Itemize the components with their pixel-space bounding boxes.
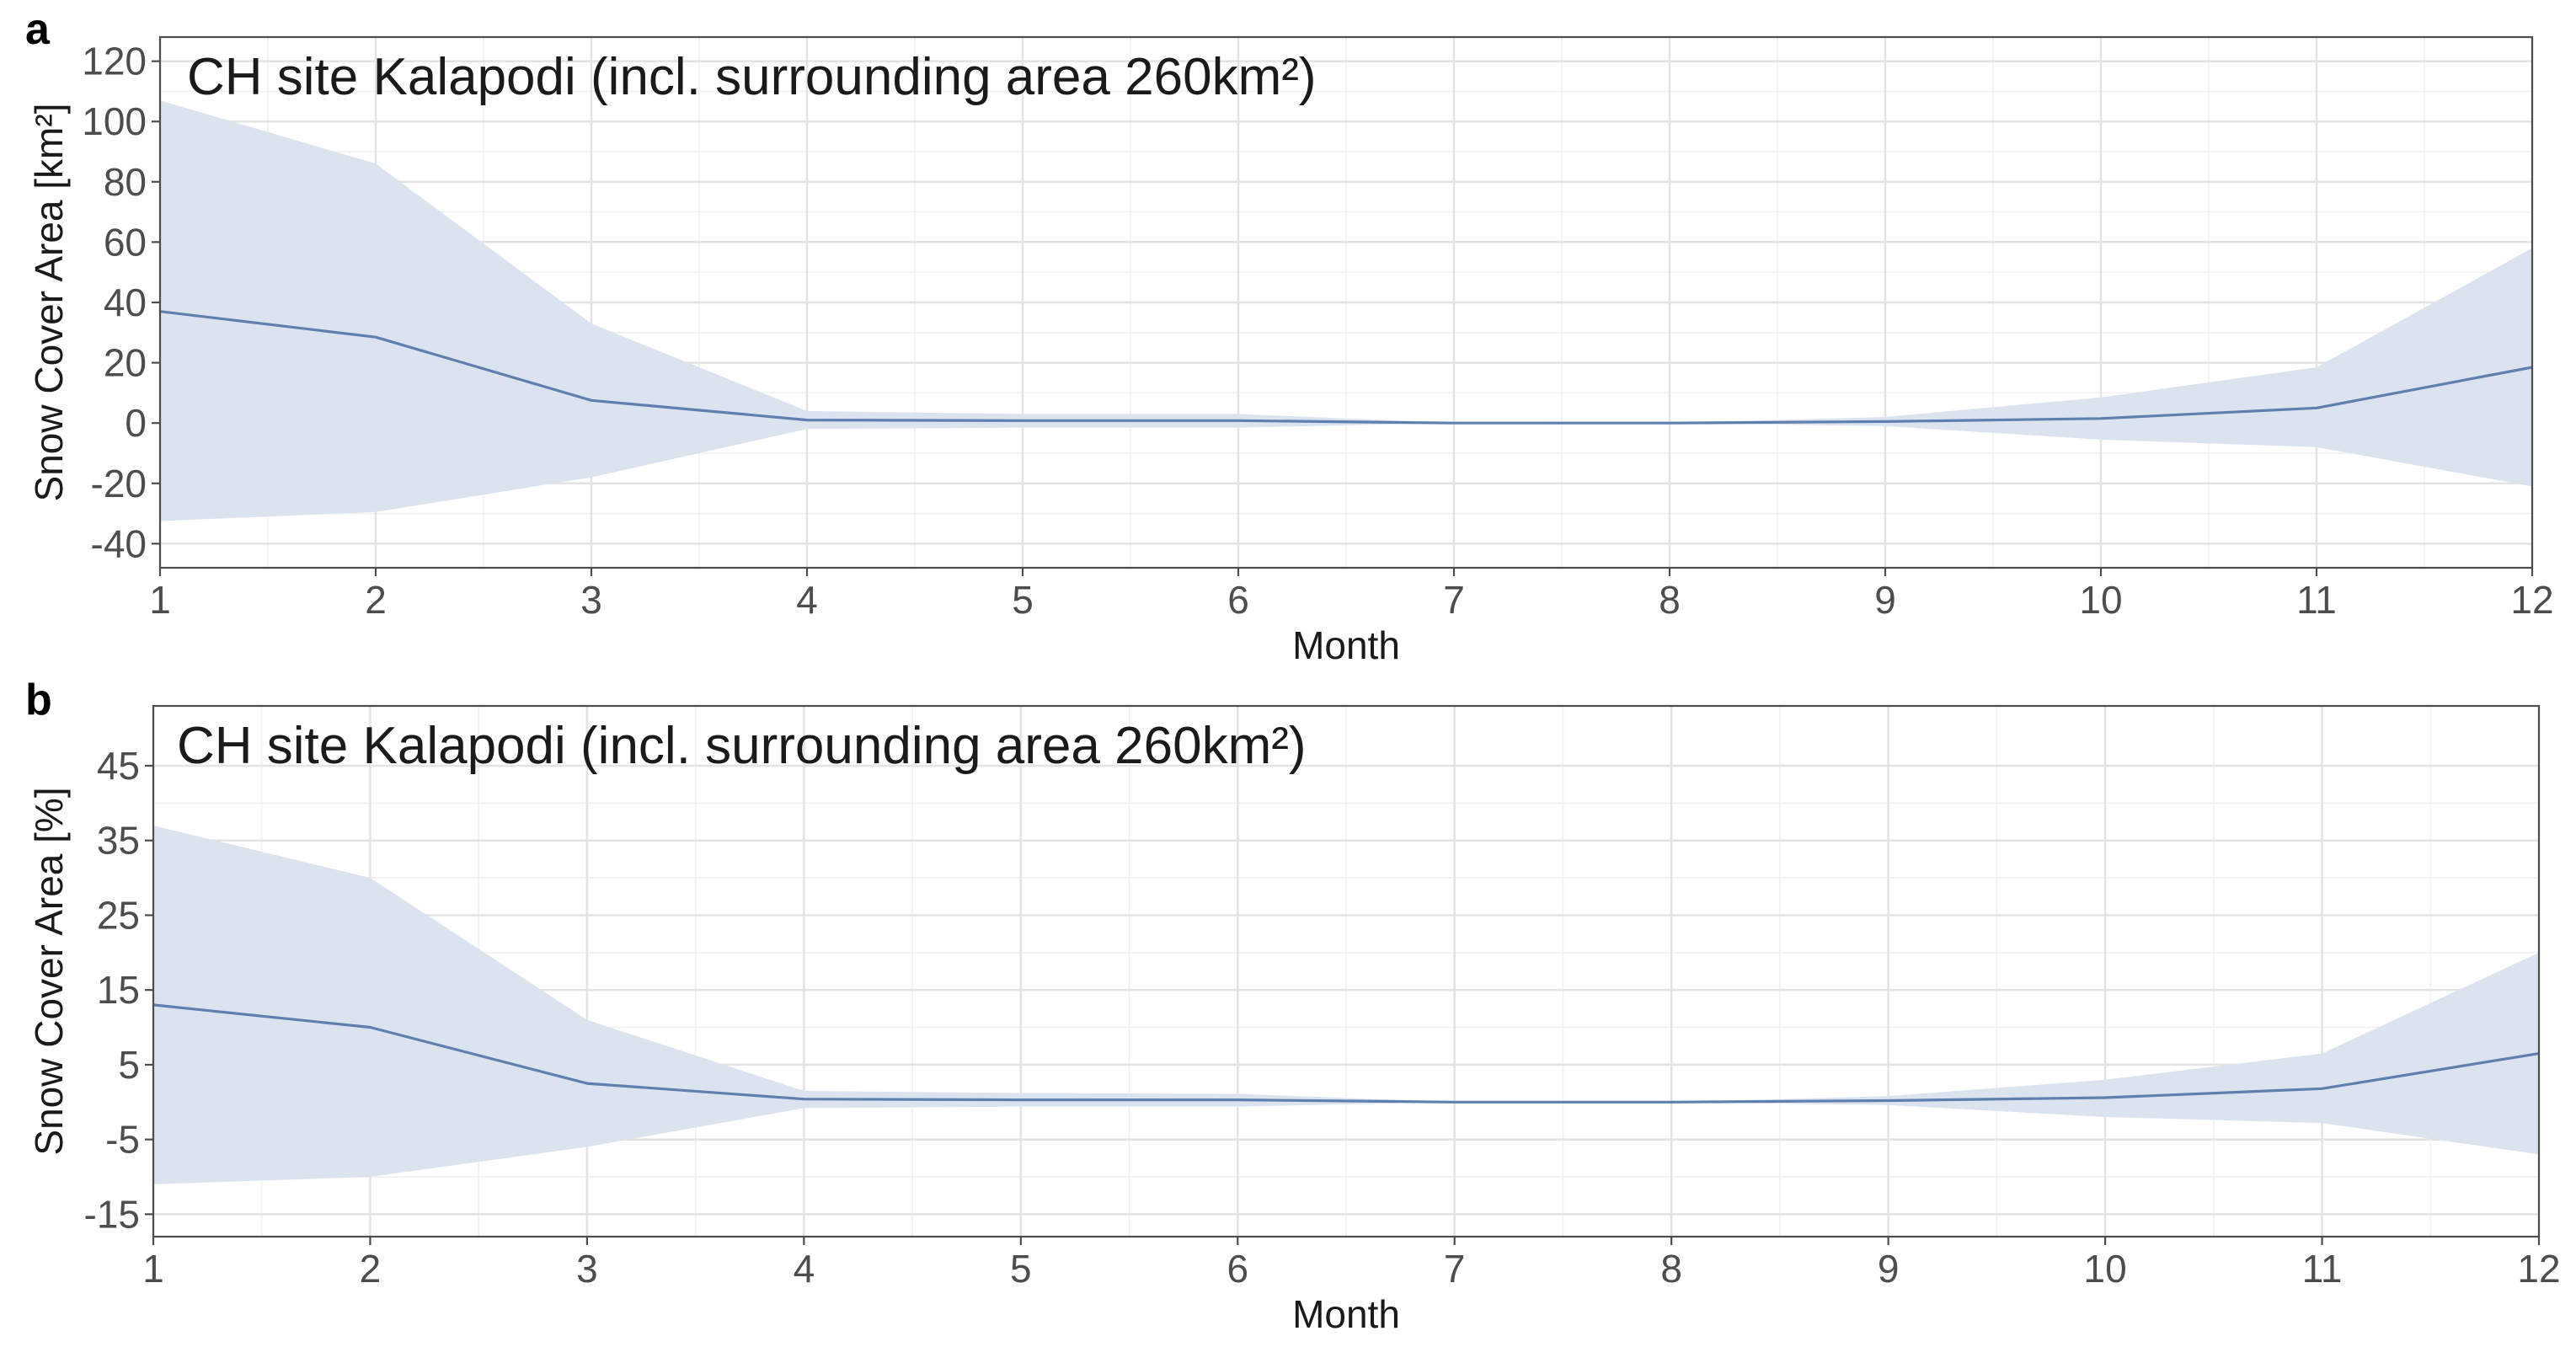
panel-letter-b: b [25,676,52,724]
y-tick-label: -40 [91,521,147,565]
x-tick-label: 11 [2302,1247,2343,1291]
y-tick-label: 5 [118,1043,140,1087]
x-tick-label: 6 [1227,578,1249,622]
x-tick-label: 3 [576,1247,598,1291]
x-tick-label: 3 [580,578,602,622]
x-tick-label: 4 [794,1247,815,1291]
x-axis-title: Month [1292,623,1400,667]
y-tick-label: -15 [84,1192,140,1236]
x-tick-label: 8 [1659,578,1681,622]
panel-letter-a: a [25,5,51,54]
x-tick-label: 2 [360,1247,382,1291]
x-tick-label: 7 [1444,1247,1466,1291]
x-tick-label: 5 [1012,578,1034,622]
y-tick-label: 25 [97,893,140,937]
y-tick-label: 80 [104,160,147,204]
x-tick-label: 9 [1874,578,1896,622]
y-tick-label: 120 [82,40,147,83]
x-tick-label: 1 [142,1247,164,1291]
x-tick-label: 12 [2510,578,2553,622]
y-tick-label: 40 [104,281,147,324]
plot-panel-border [152,704,2541,1238]
y-tick-label: 100 [82,99,147,143]
x-tick-label: 12 [2517,1247,2560,1291]
y-tick-label: 35 [97,819,140,863]
series-line-mean [159,310,2533,425]
x-tick-label: 10 [2079,578,2122,622]
x-tick-label: 8 [1660,1247,1682,1291]
y-tick-label: -5 [105,1118,140,1162]
x-tick-label: 11 [2296,578,2337,622]
plot-title: CH site Kalapodi (incl. surrounding area… [187,48,1317,106]
x-tick-label: 2 [365,578,387,622]
x-tick-label: 7 [1443,578,1465,622]
x-tick-label: 9 [1878,1247,1900,1291]
panel-a: a CH site Kalapodi (incl. surrounding ar… [25,5,2554,667]
x-axis-title: Month [1292,1292,1400,1336]
y-tick-label: -20 [91,462,147,505]
grid [152,706,2541,1237]
y-tick-label: 45 [97,744,140,788]
x-tick-label: 10 [2084,1247,2127,1291]
series-line-mean [152,1003,2540,1104]
y-tick-label: 60 [104,220,147,264]
y-axis-title: Snow Cover Area [%] [27,787,71,1155]
x-tick-label: 4 [796,578,818,622]
y-axis-title: Snow Cover Area [km²] [27,104,71,502]
y-tick-label: 20 [104,341,147,385]
y-tick-label: 15 [97,968,140,1012]
y-tick-label: 0 [125,401,147,445]
x-tick-label: 5 [1010,1247,1032,1291]
plot-title: CH site Kalapodi (incl. surrounding area… [177,717,1307,775]
x-tick-label: 6 [1227,1247,1248,1291]
x-tick-label: 1 [149,578,171,622]
panel-b: b CH site Kalapodi (incl. surrounding ar… [25,676,2561,1336]
